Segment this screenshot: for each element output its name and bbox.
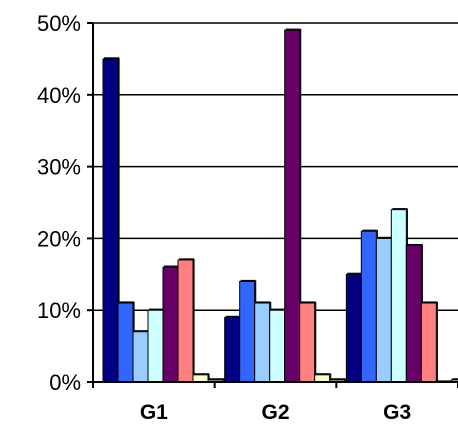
bar-g2-s3 [254, 302, 271, 383]
axes-group [87, 22, 458, 388]
bar-g2-s5 [284, 29, 301, 383]
bar-g2-s6 [299, 302, 316, 383]
bar-g3-s5 [405, 245, 422, 383]
bar-g2-s2 [239, 280, 256, 383]
bar-g1-s3 [132, 331, 149, 383]
x-category-labels: G1 G2 G3 [140, 401, 411, 424]
y-tick-label: 50% [37, 11, 81, 36]
bar-g3-s1 [345, 273, 362, 383]
y-tick-label: 40% [37, 83, 81, 108]
x-category-label: G3 [383, 401, 411, 424]
y-tick-label: 20% [37, 226, 81, 251]
y-tick-label: 0% [49, 370, 81, 395]
bar-g3-s8 [450, 379, 458, 383]
bar-g3-s6 [420, 302, 437, 383]
y-tick-labels: 0% 10% 20% 30% 40% 50% [37, 11, 81, 395]
bar-g2-s4 [269, 309, 286, 383]
bar-g3-s2 [360, 230, 377, 383]
bar-g3-s3 [375, 237, 392, 383]
bar-g1-s1 [102, 58, 119, 383]
x-category-label: G2 [261, 401, 289, 424]
bar-g2-s1 [224, 316, 241, 383]
bar-g2-s7 [314, 374, 331, 383]
bar-g1-s4 [147, 309, 164, 383]
y-tick-label: 30% [37, 155, 81, 180]
x-category-label: G1 [140, 401, 168, 424]
y-tick-label: 10% [37, 298, 81, 323]
bar-g1-s7 [192, 374, 209, 383]
bar-g1-s6 [177, 259, 194, 383]
bar-g3-s4 [390, 209, 407, 383]
bar-g1-s2 [117, 302, 134, 383]
bars-group [102, 28, 458, 383]
bar-g1-s5 [162, 266, 179, 383]
